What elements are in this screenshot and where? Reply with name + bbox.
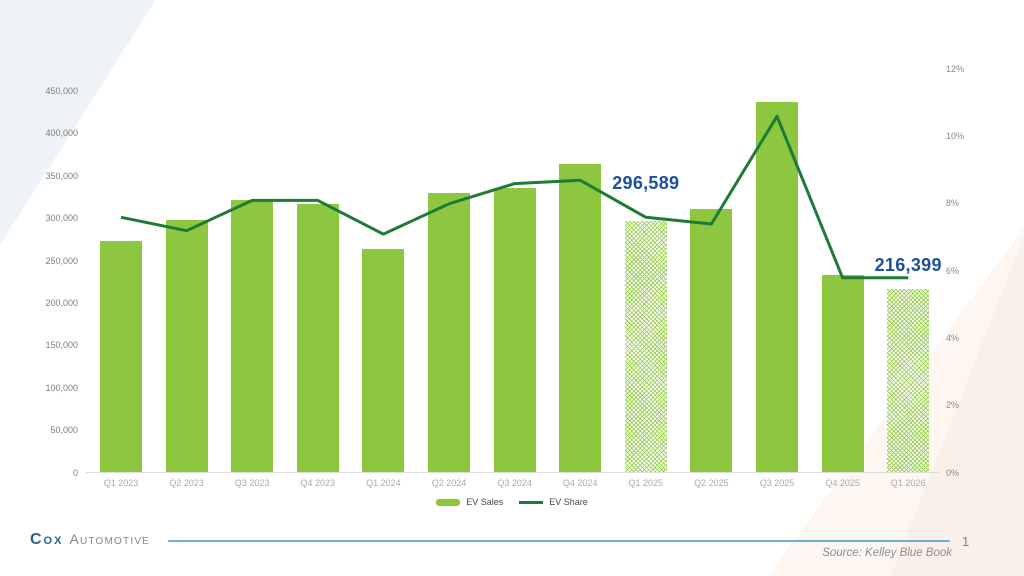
right-axis-tick-label: 12%	[946, 63, 965, 74]
logo-text-cox: Cox	[30, 531, 64, 548]
ev-sales-bar-q1-2025	[624, 221, 667, 472]
x-axis-label: Q3 2024	[497, 478, 532, 488]
left-axis-tick-label: 350,000	[45, 170, 78, 181]
right-axis-tick-label: 2%	[946, 400, 960, 411]
left-axis-tick-label: 400,000	[45, 128, 78, 139]
x-axis-label: Q2 2024	[431, 478, 467, 488]
x-axis-label: Q1 2023	[103, 478, 139, 488]
legend-label: EV Share	[549, 497, 588, 507]
ev-sales-bar-q2-2025	[690, 209, 733, 472]
ev-sales-bar-q2-2023	[165, 220, 208, 472]
page-number: 1	[962, 534, 970, 549]
ev-sales-bar-q4-2024	[559, 164, 602, 472]
legend-item-ev-share: EV Share	[519, 497, 588, 507]
legend-item-ev-sales: EV Sales	[436, 497, 503, 507]
ev-share-polyline	[120, 114, 909, 280]
x-axis-label: Q4 2023	[300, 478, 336, 488]
legend-line-swatch-icon	[519, 500, 544, 504]
left-axis-tick-label: 200,000	[45, 297, 78, 308]
data-label-q1-2025: 296,589	[612, 173, 680, 194]
ev-sales-bar-q2-2024	[428, 193, 470, 472]
left-axis-tick-label: 450,000	[45, 85, 78, 96]
right-axis-tick-label: 4%	[946, 332, 960, 343]
right-axis-tick-label: 10%	[946, 131, 965, 141]
legend-label: EV Sales	[466, 497, 504, 507]
ev-sales-bar-q3-2025	[756, 102, 798, 472]
right-axis-tick-label: 0%	[946, 467, 960, 478]
data-label-q1-2026: 216,399	[874, 255, 942, 276]
left-axis-tick-label: 0	[72, 467, 78, 478]
footer-divider-line	[168, 540, 950, 542]
cox-automotive-logo: Cox Automotive	[30, 531, 150, 549]
x-axis-line	[86, 472, 939, 473]
ev-sales-bar-q1-2024	[362, 249, 405, 472]
legend-bar-swatch-icon	[436, 498, 461, 506]
left-axis-tick-label: 250,000	[45, 255, 78, 266]
ev-sales-bar-q3-2023	[231, 199, 274, 472]
x-axis-label: Q3 2023	[234, 478, 270, 488]
ev-sales-bar-q3-2024	[493, 188, 536, 472]
right-axis-tick-label: 8%	[946, 198, 960, 209]
ev-sales-bar-q4-2025	[821, 275, 864, 472]
x-axis-label: Q4 2024	[562, 478, 598, 488]
x-axis-label: Q4 2025	[825, 478, 860, 488]
ev-sales-bar-q4-2023	[296, 204, 339, 472]
chart-legend: EV Sales EV Share	[0, 495, 1024, 509]
left-axis-tick-label: 50,000	[50, 425, 78, 436]
x-axis-label: Q1 2024	[366, 478, 401, 488]
logo-text-automotive: Automotive	[69, 531, 151, 547]
left-axis-tick-label: 300,000	[45, 213, 78, 224]
x-axis-label: Q1 2025	[628, 478, 664, 488]
right-axis-tick-label: 6%	[946, 265, 960, 276]
x-axis-label: Q1 2026	[890, 478, 926, 488]
left-axis-tick-label: 150,000	[45, 340, 78, 351]
ev-sales-bar-q1-2023	[100, 241, 142, 472]
x-axis-label: Q2 2025	[694, 478, 729, 488]
left-axis-tick-label: 100,000	[45, 382, 78, 393]
x-axis-label: Q2 2023	[169, 478, 204, 488]
x-axis-label: Q3 2025	[759, 478, 795, 488]
ev-sales-bar-q1-2026	[887, 289, 930, 472]
source-attribution: Source: Kelley Blue Book	[822, 547, 952, 559]
